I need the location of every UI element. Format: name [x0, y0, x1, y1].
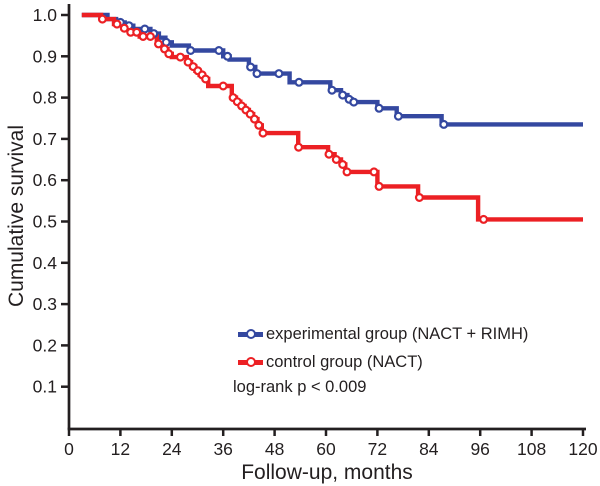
censor-mark-control [154, 39, 164, 49]
censor-mark-experimental [274, 69, 284, 79]
censor-mark-experimental [223, 51, 233, 61]
censor-mark-control [369, 167, 379, 177]
censor-mark-control [138, 31, 148, 41]
y-tick-label: 0.1 [33, 377, 57, 397]
y-tick-label: 0.5 [33, 212, 57, 232]
censor-mark-control [250, 114, 260, 124]
experimental-series-marker-icon [238, 329, 263, 339]
censor-mark-experimental [327, 85, 337, 95]
x-tick-label: 24 [162, 439, 182, 459]
censor-mark-control [254, 120, 264, 130]
censor-mark-experimental [246, 62, 256, 72]
legend-label-control: control group (NACT) [266, 352, 423, 371]
censor-mark-experimental [186, 45, 196, 55]
y-tick-label: 0.6 [33, 170, 57, 190]
censor-mark-control [119, 23, 129, 33]
censor-mark-control [132, 27, 142, 37]
control-series-marker-icon [238, 357, 263, 367]
y-axis-title: Cumulative survival [5, 124, 28, 308]
y-tick-label: 0.4 [33, 253, 58, 273]
x-tick-label: 60 [316, 439, 336, 459]
censor-mark-control [479, 214, 489, 224]
censor-mark-control [342, 167, 352, 177]
censor-mark-control [164, 49, 174, 59]
y-tick-label: 0.2 [33, 335, 57, 355]
censor-mark-control [414, 193, 424, 203]
x-tick-label: 12 [111, 439, 130, 459]
censor-mark-experimental [294, 77, 304, 87]
x-tick-label: 36 [213, 439, 232, 459]
y-tick-label: 0.8 [33, 88, 57, 108]
legend: experimental group (NACT + RIMH) control… [238, 320, 528, 376]
x-tick-label: 108 [517, 439, 546, 459]
x-tick-label: 72 [368, 439, 387, 459]
censor-mark-control [331, 155, 341, 165]
x-tick-label: 84 [419, 439, 439, 459]
legend-item-experimental: experimental group (NACT + RIMH) [238, 320, 528, 348]
censor-mark-control [258, 128, 268, 138]
y-tick-label: 1.0 [33, 5, 58, 25]
log-rank-p-value: log-rank p < 0.009 [233, 378, 367, 396]
censor-mark-control [112, 19, 122, 29]
censor-mark-experimental [349, 97, 359, 107]
censor-mark-control [218, 81, 228, 91]
censor-mark-control [175, 52, 185, 62]
censor-mark-experimental [393, 111, 403, 121]
legend-label-experimental: experimental group (NACT + RIMH) [266, 324, 529, 343]
x-axis-title: Follow-up, months [241, 461, 413, 484]
censor-mark-control [97, 14, 107, 24]
censor-mark-control [294, 142, 304, 152]
censor-circle-icon [245, 357, 256, 367]
censor-mark-experimental [252, 69, 262, 79]
x-tick-label: 120 [568, 439, 597, 459]
x-tick-label: 0 [64, 439, 74, 459]
censor-mark-experimental [439, 119, 449, 129]
censor-circle-icon [245, 329, 256, 339]
y-tick-label: 0.7 [33, 129, 57, 149]
censor-mark-control [324, 149, 334, 159]
censor-mark-experimental [214, 45, 224, 55]
censor-mark-control [374, 181, 384, 191]
x-tick-label: 96 [470, 439, 489, 459]
censor-mark-experimental [338, 90, 348, 100]
y-tick-label: 0.3 [33, 294, 57, 314]
censor-mark-experimental [140, 24, 150, 34]
censor-mark-control [201, 74, 211, 84]
censor-mark-control [145, 31, 155, 41]
y-tick-label: 0.9 [33, 46, 57, 66]
x-tick-label: 48 [265, 439, 284, 459]
censor-mark-control [338, 160, 348, 170]
legend-item-control: control group (NACT) [238, 348, 528, 376]
censor-mark-experimental [374, 103, 384, 113]
